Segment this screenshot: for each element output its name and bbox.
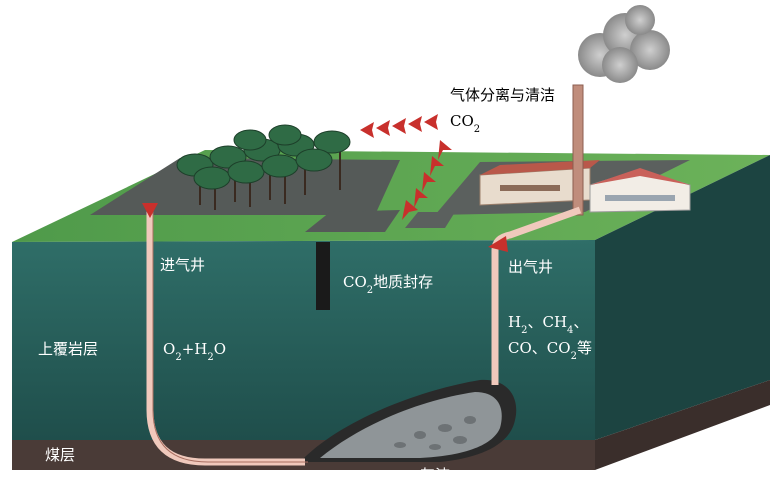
- chimney: [572, 84, 584, 216]
- text-run: 上覆岩层: [38, 340, 98, 358]
- right-face: [595, 155, 770, 440]
- text-run: O: [163, 340, 175, 358]
- storage-column: [316, 242, 330, 310]
- text-run: 煤层: [45, 446, 75, 464]
- ash-label: 灰渣: [420, 466, 450, 484]
- text-run: 出气井: [508, 258, 553, 276]
- ground-patch: [90, 158, 400, 215]
- co2-storage-label: CO2地质封存: [343, 273, 433, 296]
- gas-separation-label: 气体分离与清洁: [450, 86, 555, 104]
- inject-arrow: [142, 203, 158, 218]
- text-run: 灰渣: [420, 466, 450, 484]
- production-well-label: 出气井: [508, 258, 553, 276]
- subscript: 2: [474, 124, 480, 135]
- text-run: +H: [182, 340, 208, 358]
- injection-well-label: 进气井: [160, 256, 205, 274]
- text-run: 地质封存: [373, 273, 433, 291]
- co2-label: CO2: [450, 112, 480, 135]
- subscript: 4: [567, 325, 573, 336]
- production-arrow: [488, 236, 508, 252]
- subscript: 2: [367, 285, 373, 296]
- text-run: O: [214, 340, 226, 358]
- text-run: CO: [450, 112, 474, 130]
- product-gas-label: H2、CH4、: [508, 313, 588, 336]
- injection-well-edge: [152, 210, 308, 463]
- text-run: 进气井: [160, 256, 205, 274]
- road: [305, 210, 400, 232]
- subscript: 2: [571, 351, 577, 362]
- text-run: 气体分离与清洁: [450, 86, 555, 104]
- overburden-label: 上覆岩层: [38, 340, 98, 358]
- text-run: 等: [577, 339, 592, 357]
- text-run: CO、CO: [508, 339, 571, 357]
- subscript: 2: [207, 352, 213, 363]
- text-run: H: [508, 313, 521, 331]
- text-run: CO: [343, 273, 367, 291]
- road: [405, 212, 455, 228]
- plant: [479, 160, 691, 213]
- subscript: 2: [175, 352, 181, 363]
- injection-gas-label: O2+H2O: [163, 340, 226, 363]
- production-well: [491, 206, 582, 385]
- text-run: 、: [573, 313, 588, 331]
- co2-flow-arrows: [360, 114, 452, 220]
- coal-layer-right: [595, 380, 770, 470]
- product-gas-label: CO、CO2等: [508, 339, 592, 362]
- trees: [176, 124, 351, 210]
- smoke: [578, 5, 670, 83]
- subscript: 2: [521, 325, 527, 336]
- coal-seam-label: 煤层: [45, 446, 75, 464]
- text-run: 、CH: [527, 313, 567, 331]
- ash-stones: [394, 416, 476, 450]
